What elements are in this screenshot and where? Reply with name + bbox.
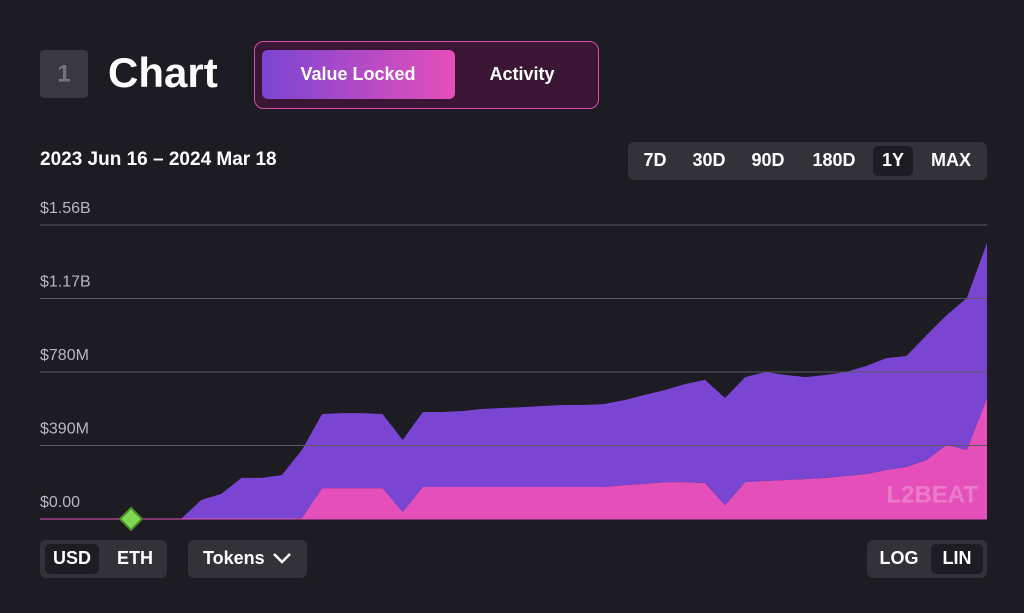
button-label[interactable]: 180D: [812, 150, 855, 170]
y-tick-label: $0.00: [40, 494, 80, 511]
button-label[interactable]: 7D: [643, 150, 666, 170]
active-button[interactable]: [931, 544, 983, 574]
active-button[interactable]: [45, 544, 99, 574]
area: [40, 398, 987, 519]
hover-marker: [118, 506, 144, 532]
chevron-icon[interactable]: [273, 553, 291, 564]
tokens-label[interactable]: Tokens: [203, 548, 265, 568]
date-range: 2023 Jun 16 – 2024 Mar 18: [40, 149, 277, 170]
button-label[interactable]: 90D: [751, 150, 784, 170]
y-tick-label: $390M: [40, 421, 89, 438]
y-tick-label: $1.17B: [40, 274, 91, 291]
button-label[interactable]: LOG: [880, 548, 919, 568]
section-title: Chart: [108, 49, 218, 96]
tab-label[interactable]: Activity: [489, 64, 554, 84]
section-number: 1: [57, 60, 70, 87]
y-tick-label: $780M: [40, 347, 89, 364]
button-label[interactable]: 30D: [692, 150, 725, 170]
section-badge: [40, 50, 88, 98]
active-tab[interactable]: [262, 50, 455, 99]
button-label[interactable]: ETH: [117, 548, 153, 568]
y-tick-label: $1.56B: [40, 200, 91, 217]
tokens-button[interactable]: [188, 540, 307, 578]
active-button[interactable]: [873, 146, 913, 176]
button-label[interactable]: MAX: [931, 150, 971, 170]
watermark: L2BEAT: [886, 481, 978, 508]
button-label[interactable]: USD: [53, 548, 91, 568]
area: [40, 242, 987, 519]
button-label[interactable]: 1Y: [882, 150, 904, 170]
tab-label[interactable]: Value Locked: [300, 64, 415, 84]
button-label[interactable]: LIN: [943, 548, 972, 568]
